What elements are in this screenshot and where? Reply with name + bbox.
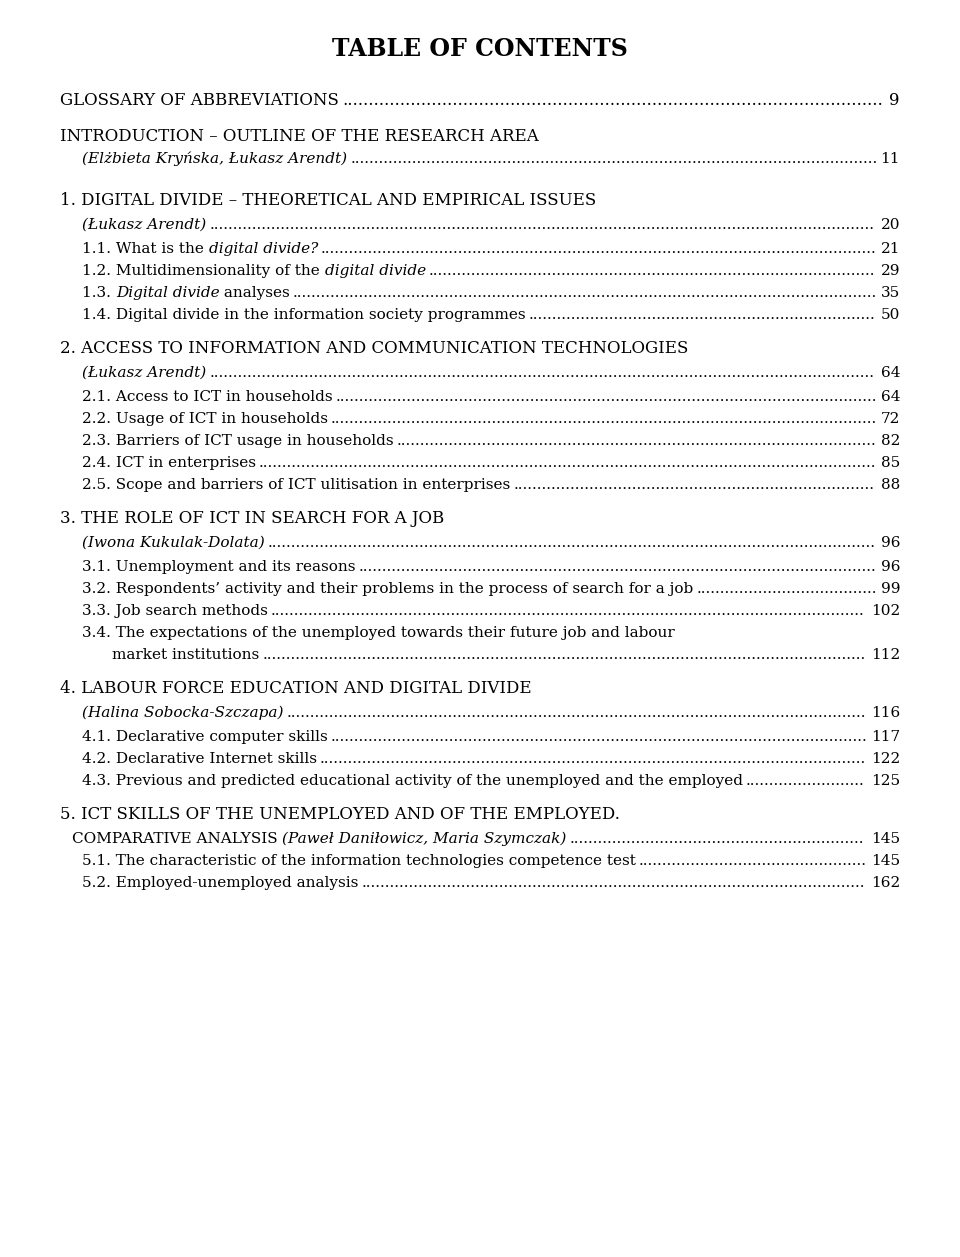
Text: ................................................................................: ........................................… xyxy=(209,217,875,233)
Text: 82: 82 xyxy=(880,434,900,447)
Text: 112: 112 xyxy=(871,649,900,662)
Text: ................................................................................: ........................................… xyxy=(342,92,882,109)
Text: ................................................................................: ........................................… xyxy=(268,535,876,551)
Text: 3.4. The expectations of the unemployed towards their future job and labour: 3.4. The expectations of the unemployed … xyxy=(82,626,675,640)
Text: INTRODUCTION – OUTLINE OF THE RESEARCH AREA: INTRODUCTION – OUTLINE OF THE RESEARCH A… xyxy=(60,128,539,145)
Text: 85: 85 xyxy=(880,456,900,470)
Text: digital divide?: digital divide? xyxy=(208,243,318,256)
Text: 4.1. Declarative computer skills: 4.1. Declarative computer skills xyxy=(82,730,327,744)
Text: 3. THE ROLE OF ICT IN SEARCH FOR A JOB: 3. THE ROLE OF ICT IN SEARCH FOR A JOB xyxy=(60,510,444,527)
Text: 11: 11 xyxy=(880,152,900,166)
Text: 3.3. Job search methods: 3.3. Job search methods xyxy=(82,605,268,618)
Text: COMPARATIVE ANALYSIS: COMPARATIVE ANALYSIS xyxy=(72,832,282,846)
Text: 21: 21 xyxy=(880,243,900,256)
Text: 2.5. Scope and barriers of ICT ulitisation in enterprises: 2.5. Scope and barriers of ICT ulitisati… xyxy=(82,478,511,491)
Text: 50: 50 xyxy=(880,308,900,322)
Text: (Paweł Daniłowicz, Maria Szymczak): (Paweł Daniłowicz, Maria Szymczak) xyxy=(282,832,566,846)
Text: ................................................................................: ........................................… xyxy=(293,287,877,300)
Text: 1.3.: 1.3. xyxy=(82,287,116,300)
Text: ................................................................................: ........................................… xyxy=(358,561,876,574)
Text: 3.1. Unemployment and its reasons: 3.1. Unemployment and its reasons xyxy=(82,561,355,574)
Text: 2.2. Usage of ICT in households: 2.2. Usage of ICT in households xyxy=(82,412,328,426)
Text: 145: 145 xyxy=(871,832,900,846)
Text: 72: 72 xyxy=(880,412,900,426)
Text: (Halina Sobocka-Szczapa): (Halina Sobocka-Szczapa) xyxy=(82,706,283,720)
Text: ................................................................................: ........................................… xyxy=(429,264,876,278)
Text: analyses: analyses xyxy=(220,287,290,300)
Text: ............................................................................: ........................................… xyxy=(514,478,875,491)
Text: 3.2. Respondents’ activity and their problems in the process of search for a job: 3.2. Respondents’ activity and their pro… xyxy=(82,582,693,596)
Text: 35: 35 xyxy=(880,287,900,300)
Text: 4.2. Declarative Internet skills: 4.2. Declarative Internet skills xyxy=(82,752,317,766)
Text: 117: 117 xyxy=(871,730,900,744)
Text: 4.3. Previous and predicted educational activity of the unemployed and the emplo: 4.3. Previous and predicted educational … xyxy=(82,774,743,788)
Text: ................................................................................: ........................................… xyxy=(331,412,877,426)
Text: GLOSSARY OF ABBREVIATIONS: GLOSSARY OF ABBREVIATIONS xyxy=(60,92,339,109)
Text: (Elżbieta Kryńska, Łukasz Arendt): (Elżbieta Kryńska, Łukasz Arendt) xyxy=(82,152,348,166)
Text: 5.1. The characteristic of the information technologies competence test: 5.1. The characteristic of the informati… xyxy=(82,854,636,869)
Text: ................................................................................: ........................................… xyxy=(209,366,875,380)
Text: ................................................................................: ........................................… xyxy=(350,152,877,166)
Text: 88: 88 xyxy=(880,478,900,491)
Text: (Iwona Kukulak-Dolata): (Iwona Kukulak-Dolata) xyxy=(82,535,265,551)
Text: TABLE OF CONTENTS: TABLE OF CONTENTS xyxy=(332,36,628,62)
Text: ................................................................................: ........................................… xyxy=(262,649,866,662)
Text: ................................................................................: ........................................… xyxy=(396,434,876,447)
Text: ................................................................................: ........................................… xyxy=(271,605,865,618)
Text: 116: 116 xyxy=(871,706,900,720)
Text: digital divide: digital divide xyxy=(324,264,425,278)
Text: market institutions: market institutions xyxy=(112,649,259,662)
Text: (Łukasz Arendt): (Łukasz Arendt) xyxy=(82,366,206,380)
Text: 1.4. Digital divide in the information society programmes: 1.4. Digital divide in the information s… xyxy=(82,308,526,322)
Text: ................................................................................: ........................................… xyxy=(321,243,876,256)
Text: 2. ACCESS TO INFORMATION AND COMMUNICATION TECHNOLOGIES: 2. ACCESS TO INFORMATION AND COMMUNICATI… xyxy=(60,339,688,357)
Text: ................................................................................: ........................................… xyxy=(336,390,877,403)
Text: 125: 125 xyxy=(871,774,900,788)
Text: 20: 20 xyxy=(880,217,900,233)
Text: Digital divide: Digital divide xyxy=(116,287,220,300)
Text: 162: 162 xyxy=(871,876,900,890)
Text: 1.1. What is the: 1.1. What is the xyxy=(82,243,208,256)
Text: 9: 9 xyxy=(890,92,900,109)
Text: 2.4. ICT in enterprises: 2.4. ICT in enterprises xyxy=(82,456,256,470)
Text: .........................................................................: ........................................… xyxy=(529,308,876,322)
Text: 5. ICT SKILLS OF THE UNEMPLOYED AND OF THE EMPLOYED.: 5. ICT SKILLS OF THE UNEMPLOYED AND OF T… xyxy=(60,806,620,823)
Text: ................................................: ........................................… xyxy=(638,854,867,869)
Text: ................................................................................: ........................................… xyxy=(286,706,866,720)
Text: (Łukasz Arendt): (Łukasz Arendt) xyxy=(82,217,206,233)
Text: 5.2. Employed-unemployed analysis: 5.2. Employed-unemployed analysis xyxy=(82,876,358,890)
Text: ..............................................................: ........................................… xyxy=(570,832,864,846)
Text: 64: 64 xyxy=(880,366,900,380)
Text: 64: 64 xyxy=(880,390,900,403)
Text: ................................................................................: ........................................… xyxy=(320,752,866,766)
Text: 4. LABOUR FORCE EDUCATION AND DIGITAL DIVIDE: 4. LABOUR FORCE EDUCATION AND DIGITAL DI… xyxy=(60,680,532,696)
Text: ................................................................................: ........................................… xyxy=(259,456,876,470)
Text: ................................................................................: ........................................… xyxy=(361,876,865,890)
Text: 2.3. Barriers of ICT usage in households: 2.3. Barriers of ICT usage in households xyxy=(82,434,394,447)
Text: 1.2. Multidimensionality of the: 1.2. Multidimensionality of the xyxy=(82,264,324,278)
Text: 2.1. Access to ICT in households: 2.1. Access to ICT in households xyxy=(82,390,332,403)
Text: .........................: ......................... xyxy=(746,774,865,788)
Text: 99: 99 xyxy=(880,582,900,596)
Text: ......................................: ...................................... xyxy=(696,582,876,596)
Text: 1. DIGITAL DIVIDE – THEORETICAL AND EMPIRICAL ISSUES: 1. DIGITAL DIVIDE – THEORETICAL AND EMPI… xyxy=(60,192,596,209)
Text: ................................................................................: ........................................… xyxy=(331,730,868,744)
Text: 145: 145 xyxy=(871,854,900,869)
Text: 122: 122 xyxy=(871,752,900,766)
Text: 102: 102 xyxy=(871,605,900,618)
Text: 29: 29 xyxy=(880,264,900,278)
Text: 96: 96 xyxy=(880,535,900,551)
Text: 96: 96 xyxy=(880,561,900,574)
